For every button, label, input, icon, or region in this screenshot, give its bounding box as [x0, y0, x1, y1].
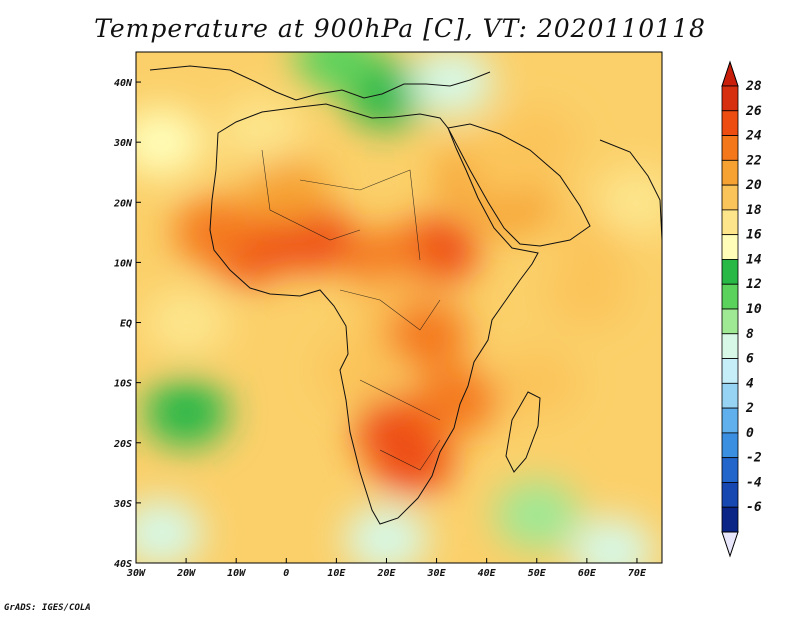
x-axis: 30W 20W 10W 0 10E 20E 30E 40E 50E 60E 70E: [126, 558, 647, 579]
border-line: [359, 379, 441, 421]
y-tick-label: 30N: [113, 138, 133, 149]
temp-blob: [136, 108, 204, 177]
x-tick-label: 50E: [528, 568, 547, 579]
colorbar-swatch: [721, 333, 739, 359]
temperature-field: [136, 52, 662, 563]
plot-frame: [135, 51, 663, 564]
colorbar-swatch: [721, 407, 739, 434]
colorbar-swatch: [721, 283, 739, 310]
colorbar-label: 10: [746, 302, 762, 317]
x-tick-label: 10W: [227, 568, 246, 579]
border-line: [261, 149, 361, 241]
colorbar-swatch: [721, 110, 739, 136]
europe-coastline: [149, 65, 491, 101]
africa-coastline: [209, 103, 539, 525]
x-tick-label: 20E: [376, 568, 396, 579]
temp-blob: [494, 108, 579, 177]
country-borders: [261, 149, 441, 471]
temp-blob: [344, 504, 429, 563]
temp-blob: [494, 480, 579, 549]
india-coastline: [599, 139, 662, 241]
x-tick-label: 70E: [628, 568, 647, 579]
colorbar-swatch: [721, 457, 739, 483]
colorbar-label: 16: [746, 228, 762, 243]
colorbar-swatch: [721, 135, 739, 161]
border-line: [379, 439, 441, 471]
temp-blob: [219, 96, 304, 165]
temp-blob: [494, 348, 579, 417]
colorbar-swatch: [721, 308, 739, 335]
colorbar-under-arrow: [721, 531, 739, 558]
y-tick-label: 20S: [113, 439, 132, 450]
colorbar-swatch: [721, 382, 739, 409]
colorbar-label: -6: [746, 500, 762, 515]
temp-blob: [594, 168, 662, 237]
y-tick-label: 30S: [113, 499, 132, 510]
temp-blob: [319, 336, 404, 405]
y-tick-label: 10S: [114, 379, 132, 390]
colorbar-label: 20: [745, 178, 762, 193]
temp-blob: [409, 52, 494, 117]
arabia-coastline: [447, 123, 591, 247]
grads-credit: GrADS: IGES/COLA: [4, 603, 91, 613]
y-tick-label: 10N: [114, 258, 133, 269]
temp-blob: [384, 300, 469, 369]
temp-blob: [144, 288, 229, 357]
temp-blob: [294, 52, 379, 93]
coastlines: [149, 65, 662, 525]
colorbar-label: -4: [746, 475, 762, 490]
x-tick-label: 10E: [327, 568, 346, 579]
colorbar-swatch: [721, 259, 739, 285]
border-line: [339, 289, 441, 331]
temp-blob: [544, 258, 629, 327]
x-tick-label: 30E: [427, 568, 447, 579]
colorbar-label: 4: [746, 376, 754, 391]
temp-blob: [144, 378, 229, 447]
colorbar-swatch: [721, 506, 739, 533]
temp-blob: [174, 198, 259, 267]
colorbar-swatch: [721, 234, 739, 260]
temp-blob: [569, 516, 654, 563]
colorbar-label: 0: [746, 426, 754, 441]
colorbar-label: -2: [746, 451, 762, 466]
y-axis: 40N 30N 20N 10N EQ 10S 20S 30S 40S: [113, 78, 141, 570]
colorbar-label: 24: [745, 129, 762, 144]
colorbar-swatch: [721, 482, 739, 508]
y-tick-label: 40S: [114, 559, 132, 570]
temp-blob: [369, 426, 454, 495]
colorbar-over-arrow: [721, 60, 739, 87]
colorbar-swatch: [721, 184, 739, 211]
x-tick-label: 40E: [478, 568, 497, 579]
colorbar-swatch: [721, 209, 739, 236]
x-tick-label: 0: [283, 568, 289, 579]
madagascar-coastline: [505, 391, 541, 473]
colorbar-label: 12: [746, 277, 762, 292]
map-title: Temperature at 900hPa [C], VT: 202011011…: [94, 14, 706, 43]
colorbar-label: 22: [745, 153, 762, 168]
colorbar-swatch: [721, 358, 739, 384]
temp-blob: [244, 156, 329, 225]
colorbar-label: 14: [746, 252, 762, 267]
colorbar-swatch: [721, 432, 739, 459]
x-tick-label: 30W: [126, 568, 146, 579]
colorbar-label: 28: [745, 79, 762, 94]
colorbar-label: 26: [745, 104, 762, 119]
x-tick-label: 20W: [176, 568, 196, 579]
y-tick-label: 40N: [114, 78, 133, 89]
temp-blob: [414, 366, 499, 435]
temperature-blobs: [136, 52, 662, 563]
colorbar-label: 8: [746, 327, 754, 342]
colorbar-swatch: [721, 85, 739, 112]
y-tick-label: 20N: [113, 198, 133, 209]
colorbar-label: 2: [745, 401, 754, 416]
x-tick-label: 60E: [578, 568, 597, 579]
border-line: [299, 169, 421, 261]
colorbar-label: 6: [746, 352, 754, 367]
colorbar-swatch: [721, 159, 739, 186]
y-tick-label: EQ: [120, 319, 132, 330]
colorbar-label: 18: [746, 203, 762, 218]
temp-blob: [136, 498, 204, 563]
